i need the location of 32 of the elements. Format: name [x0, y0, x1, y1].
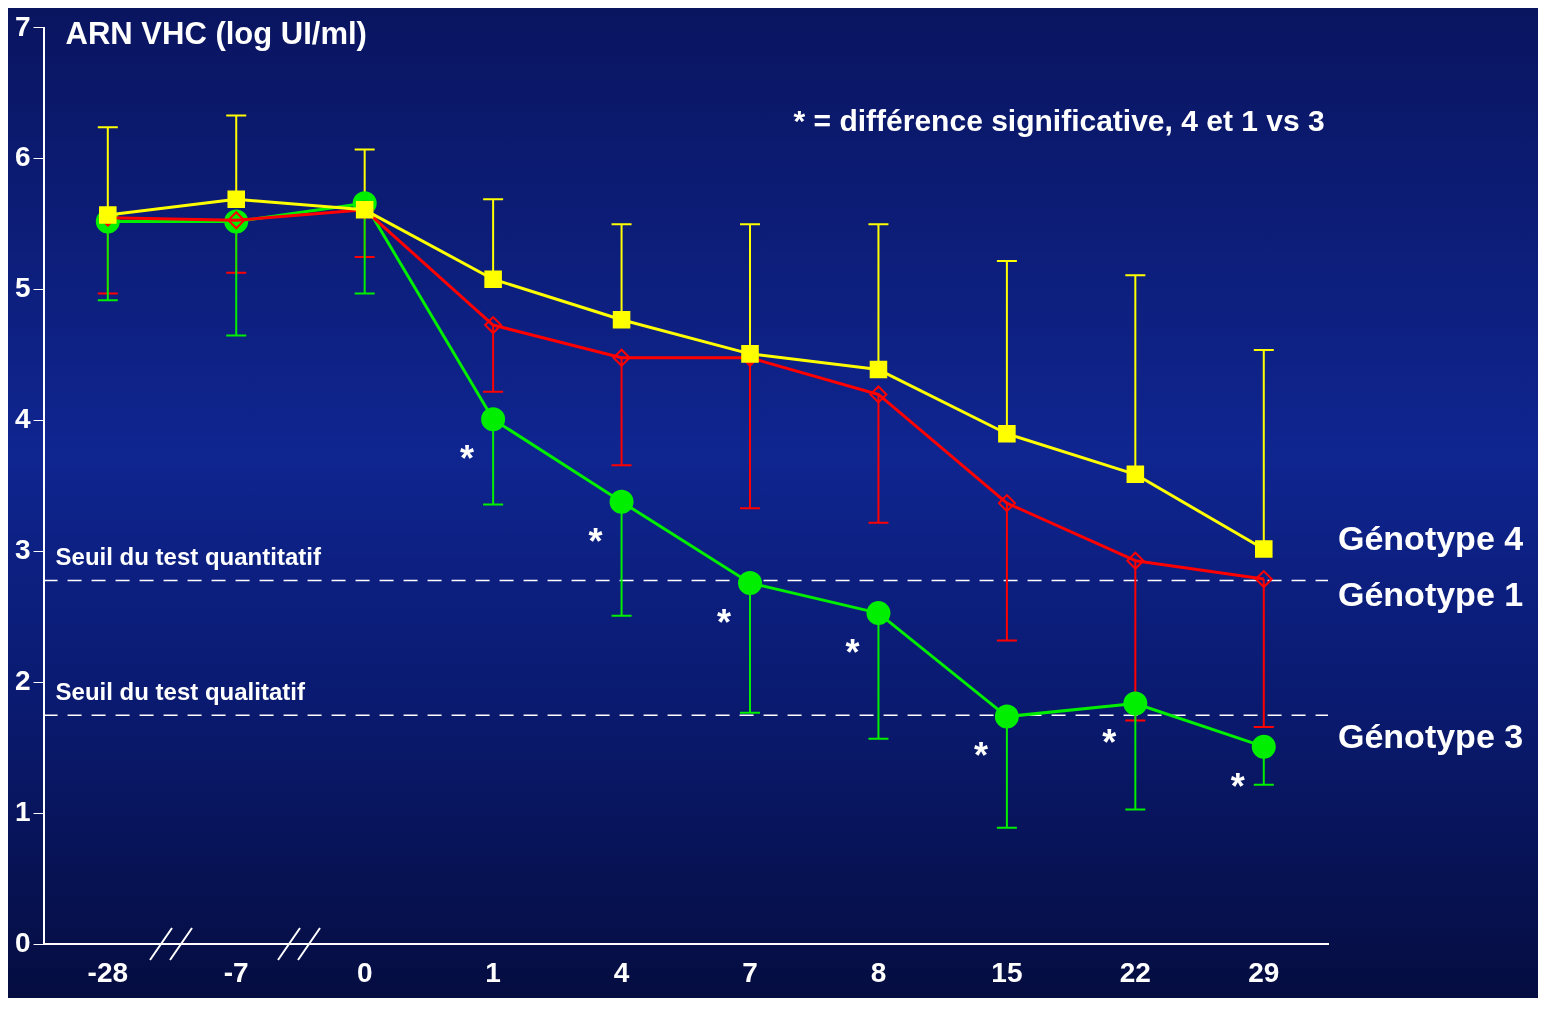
ref-line-label: Seuil du test qualitatif	[55, 677, 306, 705]
x-tick-label: -28	[87, 956, 129, 988]
annotation: *	[717, 601, 732, 643]
y-tick-label: 7	[14, 10, 31, 42]
annotation: *	[973, 735, 988, 777]
annotation: * = différence significative, 4 et 1 vs 3	[793, 104, 1325, 138]
series-label: Génotype 3	[1338, 717, 1524, 756]
x-tick-label: 4	[613, 956, 630, 988]
y-tick-label: 2	[14, 665, 31, 697]
x-tick-label: -7	[223, 956, 249, 988]
annotation: *	[845, 632, 860, 674]
y-tick-label: 1	[14, 796, 31, 828]
ref-line-label: Seuil du test quantitatif	[55, 543, 322, 570]
x-tick-label: 0	[356, 956, 373, 988]
y-tick-label: 0	[14, 927, 31, 959]
series-label: Génotype 1	[1338, 575, 1524, 614]
x-tick-label: 8	[870, 956, 887, 988]
x-tick-label: 1	[485, 956, 501, 988]
y-axis-title: ARN VHC (log UI/ml)	[65, 16, 367, 52]
x-tick-label: 29	[1248, 956, 1280, 988]
annotation: *	[1102, 722, 1117, 764]
x-tick-label: 7	[742, 956, 758, 988]
annotation: *	[588, 520, 603, 562]
annotation: *	[1230, 765, 1245, 807]
y-tick-label: 4	[14, 403, 31, 435]
x-tick-label: 15	[991, 956, 1023, 988]
series-label: Génotype 4	[1338, 519, 1524, 558]
y-tick-label: 3	[14, 534, 31, 566]
annotation: *	[460, 438, 475, 480]
y-tick-label: 5	[14, 272, 31, 304]
x-tick-label: 22	[1119, 956, 1151, 988]
y-tick-label: 6	[14, 141, 31, 173]
